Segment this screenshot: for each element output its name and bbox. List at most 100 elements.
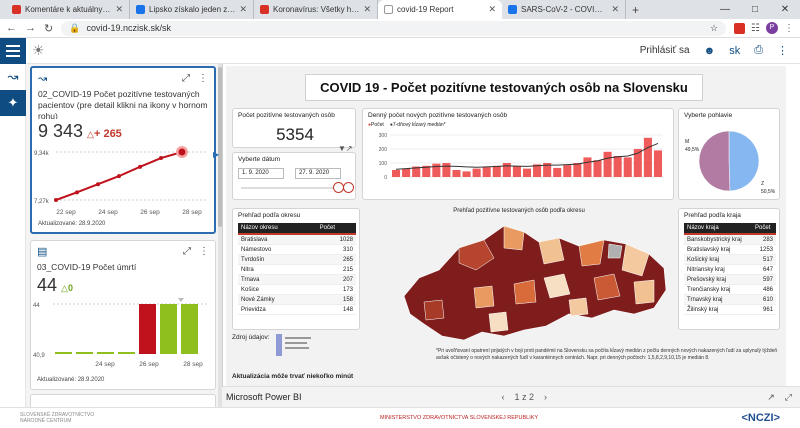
bar[interactable]: [452, 170, 461, 177]
table-row[interactable]: Námestovo 310: [238, 244, 356, 255]
data-point[interactable]: [75, 190, 79, 195]
bar[interactable]: [653, 150, 662, 177]
data-point[interactable]: [96, 182, 100, 187]
table-row[interactable]: Tvrdošín 265: [238, 254, 356, 265]
bar[interactable]: [633, 149, 642, 177]
bar[interactable]: [139, 304, 156, 354]
browser-tab[interactable]: SARS-CoV-2 - COVID-19 - koron✕: [502, 0, 626, 19]
more-icon[interactable]: ⋮: [777, 45, 788, 57]
table-row[interactable]: Žilinský kraj 961: [684, 304, 776, 315]
expand-icon[interactable]: ⤢: [182, 73, 190, 84]
bar[interactable]: [118, 352, 135, 354]
region-col-name[interactable]: Názov kraja: [684, 223, 753, 235]
profile-avatar[interactable]: P: [766, 22, 778, 34]
table-row[interactable]: Trenčiansky kraj 486: [684, 284, 776, 295]
bar[interactable]: [181, 304, 198, 354]
bar[interactable]: [553, 167, 562, 177]
table-row[interactable]: Bratislava 1028: [238, 234, 356, 245]
date-from-input[interactable]: 1. 9. 2020: [238, 168, 284, 179]
date-to-input[interactable]: 27. 9. 2020: [295, 168, 341, 179]
bar[interactable]: [583, 157, 592, 177]
tab-close-icon[interactable]: ✕: [239, 4, 247, 14]
pie-slice-m[interactable]: [728, 130, 760, 192]
metric-card-deaths[interactable]: ▤ ⤢ ⋮ 03_COVID-19 Počet úmrtí 44 △0 44 40,…: [30, 240, 216, 390]
hamburger-menu-icon[interactable]: [0, 37, 26, 64]
table-row[interactable]: Nové Zámky 158: [238, 294, 356, 305]
tab-close-icon[interactable]: ✕: [115, 4, 123, 14]
browser-tab[interactable]: Lipsko získalo jeden z najväčších ✕: [130, 0, 254, 19]
next-page-icon[interactable]: ›: [544, 392, 548, 402]
filter-icon[interactable]: ▼↗: [338, 144, 353, 153]
data-point[interactable]: [178, 148, 186, 156]
browser-tab[interactable]: Koronavírus: Všetky hromadné p ✕: [254, 0, 378, 19]
bar[interactable]: [613, 156, 622, 177]
slovakia-district-map[interactable]: [364, 218, 674, 348]
district-col-name[interactable]: Názov okresu: [238, 223, 317, 235]
bar[interactable]: [55, 352, 72, 354]
close-window-icon[interactable]: ✕: [780, 4, 790, 15]
metrics-nav-icon[interactable]: ↝: [7, 69, 19, 84]
browser-tab[interactable]: covid-19 Report ✕: [378, 0, 502, 19]
district-col-count[interactable]: Počet: [316, 223, 356, 235]
bar[interactable]: [422, 165, 431, 177]
tab-close-icon[interactable]: ✕: [611, 4, 619, 14]
table-row[interactable]: Košice 173: [238, 284, 356, 295]
signin-link[interactable]: Prihlásiť sa: [639, 45, 690, 56]
bar[interactable]: [533, 164, 542, 177]
browser-tab[interactable]: Komentáre k aktuálnym udalostiam ✕: [6, 0, 130, 19]
powerbi-brand[interactable]: Microsoft Power BI: [226, 392, 302, 402]
print-icon[interactable]: ⎙: [754, 44, 763, 56]
bar[interactable]: [643, 137, 652, 177]
bar[interactable]: [512, 166, 521, 178]
expand-icon[interactable]: ⤢: [183, 246, 191, 257]
gender-pie-chart[interactable]: [679, 123, 779, 199]
extension-icon[interactable]: [734, 22, 746, 34]
bar[interactable]: [603, 151, 612, 177]
bar[interactable]: [402, 168, 411, 177]
language-switch[interactable]: sk: [729, 44, 741, 57]
bar[interactable]: [432, 163, 441, 177]
share-icon[interactable]: ↗: [767, 391, 775, 402]
minimize-icon[interactable]: —: [720, 4, 730, 15]
metric-card-positive[interactable]: ↝ ⤢ ⋮ 02_COVID-19 Počet pozitívne testova…: [30, 66, 216, 234]
table-row[interactable]: Prievidza 148: [238, 304, 356, 315]
cards-scrollbar[interactable]: [218, 64, 222, 407]
bar[interactable]: [563, 165, 572, 177]
bar[interactable]: [392, 170, 401, 177]
forward-icon[interactable]: →: [25, 22, 36, 34]
bar[interactable]: [462, 171, 471, 177]
table-row[interactable]: Košický kraj 517: [684, 254, 776, 265]
data-point[interactable]: [159, 156, 163, 161]
data-point[interactable]: [54, 198, 58, 202]
tab-close-icon[interactable]: ✕: [488, 4, 496, 14]
table-row[interactable]: Nitriansky kraj 647: [684, 264, 776, 275]
data-point[interactable]: [117, 174, 121, 179]
data-point[interactable]: [138, 164, 142, 169]
table-row[interactable]: Bratislavský kraj 1253: [684, 244, 776, 255]
bar[interactable]: [522, 168, 532, 177]
fullscreen-icon[interactable]: ⤢: [784, 391, 792, 402]
table-row[interactable]: Trnavský kraj 610: [684, 294, 776, 305]
puzzle-icon[interactable]: ☷: [751, 22, 760, 34]
maximize-icon[interactable]: □: [751, 4, 759, 15]
bar[interactable]: [573, 163, 582, 177]
tab-close-icon[interactable]: ✕: [363, 4, 371, 14]
table-row[interactable]: Nitra 215: [238, 264, 356, 275]
card-menu-icon[interactable]: ⋮: [199, 246, 209, 257]
collapse-arrow-icon[interactable]: ▶: [213, 150, 220, 159]
bar[interactable]: [502, 163, 511, 177]
back-icon[interactable]: ←: [6, 22, 17, 34]
bar[interactable]: [442, 163, 451, 177]
prev-page-icon[interactable]: ‹: [501, 392, 505, 402]
pie-slice-z[interactable]: [698, 130, 731, 192]
table-row[interactable]: Prešovský kraj 597: [684, 274, 776, 285]
table-row[interactable]: Banskobystrický kraj 283: [684, 234, 776, 245]
region-col-count[interactable]: Počet: [752, 223, 776, 235]
bar[interactable]: [76, 352, 93, 354]
table-row[interactable]: Trnava 207: [238, 274, 356, 285]
bar[interactable]: [97, 352, 114, 354]
new-tab-button[interactable]: +: [632, 2, 640, 17]
card-menu-icon[interactable]: ⋮: [198, 73, 208, 84]
metric-card-next[interactable]: [30, 394, 216, 407]
browser-menu-icon[interactable]: ⋮: [784, 22, 794, 34]
